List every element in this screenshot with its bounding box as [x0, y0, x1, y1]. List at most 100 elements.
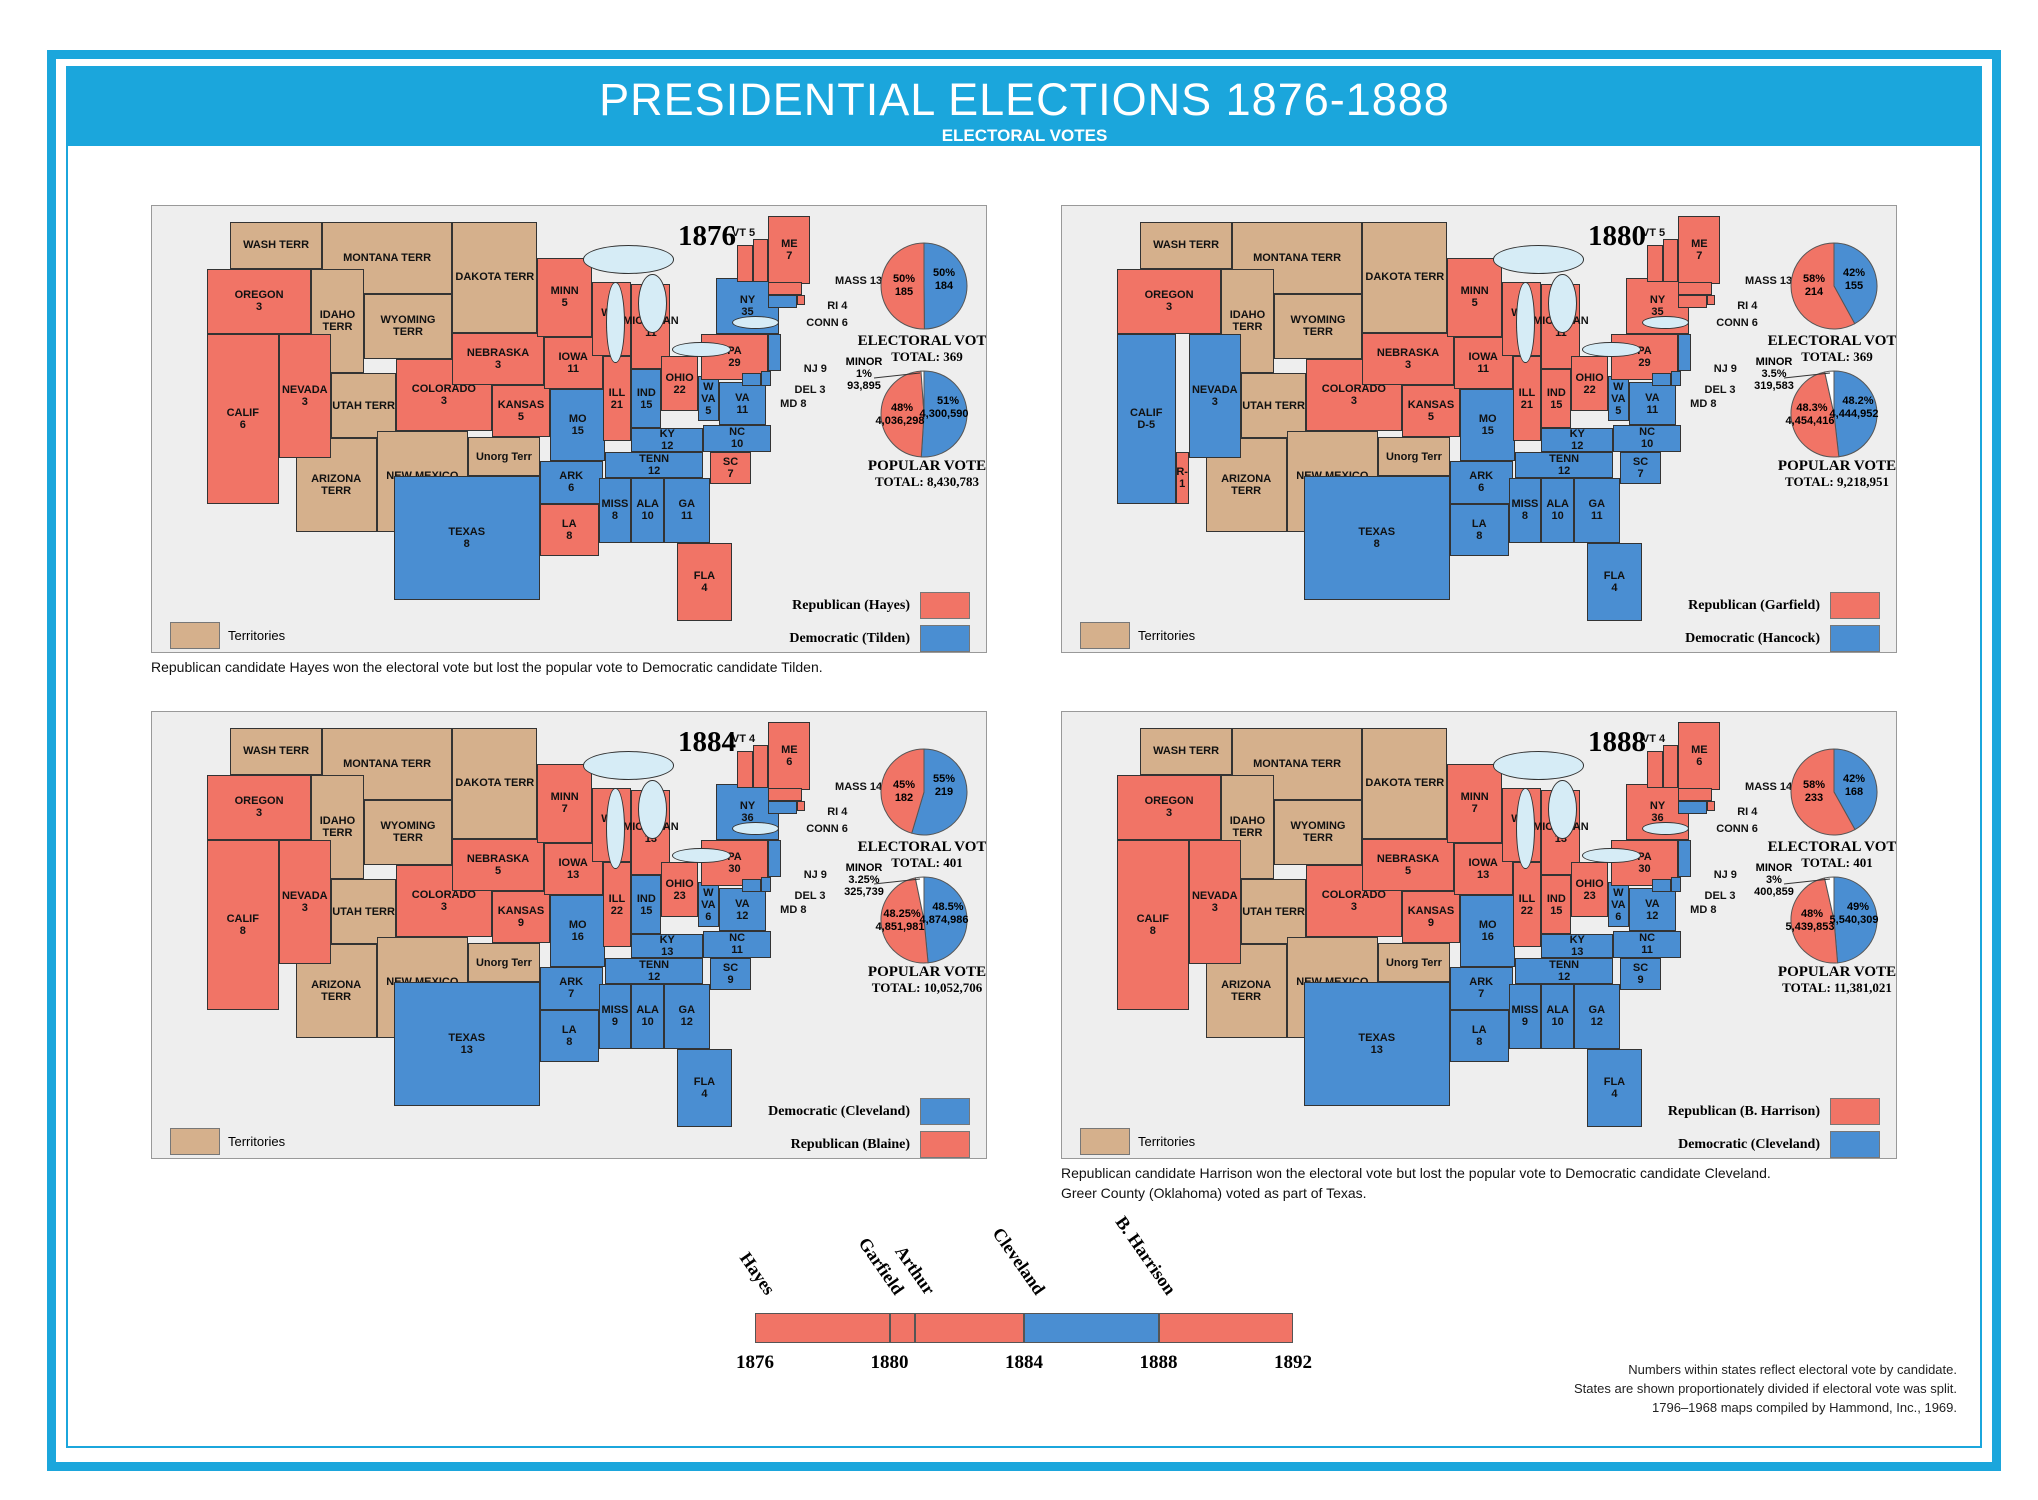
- state-conn[interactable]: [1678, 800, 1708, 814]
- state-ind[interactable]: IND 15: [631, 875, 662, 935]
- state-me[interactable]: ME 6: [768, 722, 811, 791]
- state-miss[interactable]: MISS 8: [1508, 477, 1542, 543]
- state-minn[interactable]: MINN 7: [537, 764, 593, 843]
- state-nebraska[interactable]: NEBRASKA 3: [452, 332, 544, 385]
- state-ind[interactable]: IND 15: [1541, 875, 1572, 935]
- state-nj[interactable]: [768, 839, 782, 877]
- state-tenn[interactable]: TENN 12: [1515, 957, 1614, 984]
- state-wyoming-terr[interactable]: WYOMING TERR: [1273, 799, 1363, 865]
- state-miss[interactable]: MISS 9: [598, 983, 632, 1049]
- state-oregon[interactable]: OREGON 3: [1116, 774, 1222, 840]
- state-md[interactable]: [1652, 373, 1671, 387]
- state-minn[interactable]: MINN 5: [1447, 258, 1503, 337]
- state-w-va[interactable]: W VA 5: [697, 375, 719, 422]
- state-unorg-terr[interactable]: Unorg Terr: [468, 943, 540, 983]
- state-utah-terr[interactable]: UTAH TERR: [1240, 373, 1307, 439]
- state-iowa[interactable]: IOWA 11: [1453, 336, 1513, 389]
- state-w-va[interactable]: W VA 6: [1607, 881, 1629, 928]
- state-tenn[interactable]: TENN 12: [605, 957, 704, 984]
- state-ri[interactable]: [1707, 294, 1715, 306]
- state-tenn[interactable]: TENN 12: [1515, 451, 1614, 478]
- state-split-calif[interactable]: R-1: [1175, 451, 1189, 504]
- state-vt[interactable]: [737, 245, 753, 282]
- state-ga[interactable]: GA 12: [1573, 983, 1620, 1049]
- state-la[interactable]: LA 8: [539, 503, 599, 556]
- state-nh[interactable]: [752, 238, 769, 282]
- state-nc[interactable]: NC 10: [1613, 425, 1682, 452]
- state-del[interactable]: [760, 370, 772, 387]
- state-miss[interactable]: MISS 8: [598, 477, 632, 543]
- state-nh[interactable]: [752, 744, 769, 788]
- state-dakota-terr[interactable]: DAKOTA TERR: [452, 727, 538, 839]
- state-texas[interactable]: TEXAS 8: [1303, 476, 1450, 601]
- state-mass[interactable]: [768, 281, 803, 295]
- state-oregon[interactable]: OREGON 3: [206, 268, 312, 334]
- state-del[interactable]: [1670, 876, 1682, 893]
- state-ga[interactable]: GA 11: [1573, 477, 1620, 543]
- state-dakota-terr[interactable]: DAKOTA TERR: [1362, 727, 1448, 839]
- state-ohio[interactable]: OHIO 23: [1571, 862, 1608, 918]
- state-ala[interactable]: ALA 10: [1541, 477, 1574, 543]
- state-ky[interactable]: KY 13: [1541, 934, 1614, 958]
- state-nebraska[interactable]: NEBRASKA 5: [452, 838, 544, 891]
- state-nebraska[interactable]: NEBRASKA 5: [1362, 838, 1454, 891]
- state-nc[interactable]: NC 11: [1613, 931, 1682, 958]
- state-ri[interactable]: [1707, 800, 1715, 812]
- state-kansas[interactable]: KANSAS 9: [1401, 890, 1461, 944]
- state-fla[interactable]: FLA 4: [1587, 542, 1642, 622]
- state-del[interactable]: [1670, 370, 1682, 387]
- state-mo[interactable]: MO 15: [550, 388, 606, 461]
- state-nj[interactable]: [1678, 333, 1692, 371]
- state-unorg-terr[interactable]: Unorg Terr: [468, 437, 540, 477]
- state-mass[interactable]: [1678, 787, 1713, 801]
- state-nevada[interactable]: NEVADA 3: [278, 839, 331, 965]
- state-ohio[interactable]: OHIO 23: [661, 862, 698, 918]
- state-nc[interactable]: NC 11: [703, 931, 772, 958]
- state-nebraska[interactable]: NEBRASKA 3: [1362, 332, 1454, 385]
- state-nevada[interactable]: NEVADA 3: [1188, 333, 1241, 459]
- state-vt[interactable]: [1647, 245, 1663, 282]
- state-nh[interactable]: [1662, 744, 1679, 788]
- state-texas[interactable]: TEXAS 8: [393, 476, 540, 601]
- state-ill[interactable]: ILL 21: [602, 356, 632, 442]
- state-sc[interactable]: SC 9: [709, 957, 752, 991]
- state-arizona-terr[interactable]: ARIZONA TERR: [295, 438, 377, 533]
- state-utah-terr[interactable]: UTAH TERR: [330, 373, 397, 439]
- state-fla[interactable]: FLA 4: [677, 1048, 732, 1128]
- state-ill[interactable]: ILL 21: [1512, 356, 1542, 442]
- state-oregon[interactable]: OREGON 3: [206, 774, 312, 840]
- state-wash-terr[interactable]: WASH TERR: [1140, 727, 1232, 775]
- state-dakota-terr[interactable]: DAKOTA TERR: [452, 221, 538, 333]
- state-texas[interactable]: TEXAS 13: [1303, 982, 1450, 1107]
- state-nc[interactable]: NC 10: [703, 425, 772, 452]
- state-ala[interactable]: ALA 10: [1541, 983, 1574, 1049]
- state-sc[interactable]: SC 7: [1619, 451, 1662, 485]
- state-kansas[interactable]: KANSAS 5: [1401, 384, 1461, 438]
- state-va[interactable]: VA 11: [1628, 382, 1676, 426]
- state-va[interactable]: VA 12: [718, 888, 766, 932]
- state-kansas[interactable]: KANSAS 5: [491, 384, 551, 438]
- state-del[interactable]: [760, 876, 772, 893]
- state-ala[interactable]: ALA 10: [631, 477, 664, 543]
- state-conn[interactable]: [768, 800, 798, 814]
- state-sc[interactable]: SC 9: [1619, 957, 1662, 991]
- state-dakota-terr[interactable]: DAKOTA TERR: [1362, 221, 1448, 333]
- state-mo[interactable]: MO 16: [550, 894, 606, 967]
- state-wash-terr[interactable]: WASH TERR: [1140, 221, 1232, 269]
- state-ky[interactable]: KY 12: [631, 428, 704, 452]
- state-montana-terr[interactable]: MONTANA TERR: [321, 221, 453, 294]
- state-ky[interactable]: KY 12: [1541, 428, 1614, 452]
- state-unorg-terr[interactable]: Unorg Terr: [1378, 437, 1450, 477]
- state-fla[interactable]: FLA 4: [1587, 1048, 1642, 1128]
- state-conn[interactable]: [768, 294, 798, 308]
- state-md[interactable]: [1652, 879, 1671, 893]
- state-conn[interactable]: [1678, 294, 1708, 308]
- state-oregon[interactable]: OREGON 3: [1116, 268, 1222, 334]
- state-minn[interactable]: MINN 7: [1447, 764, 1503, 843]
- state-wyoming-terr[interactable]: WYOMING TERR: [1273, 293, 1363, 359]
- state-md[interactable]: [742, 373, 761, 387]
- state-kansas[interactable]: KANSAS 9: [491, 890, 551, 944]
- state-wash-terr[interactable]: WASH TERR: [230, 727, 322, 775]
- state-calif[interactable]: CALIF 8: [1116, 839, 1189, 1010]
- state-tenn[interactable]: TENN 12: [605, 451, 704, 478]
